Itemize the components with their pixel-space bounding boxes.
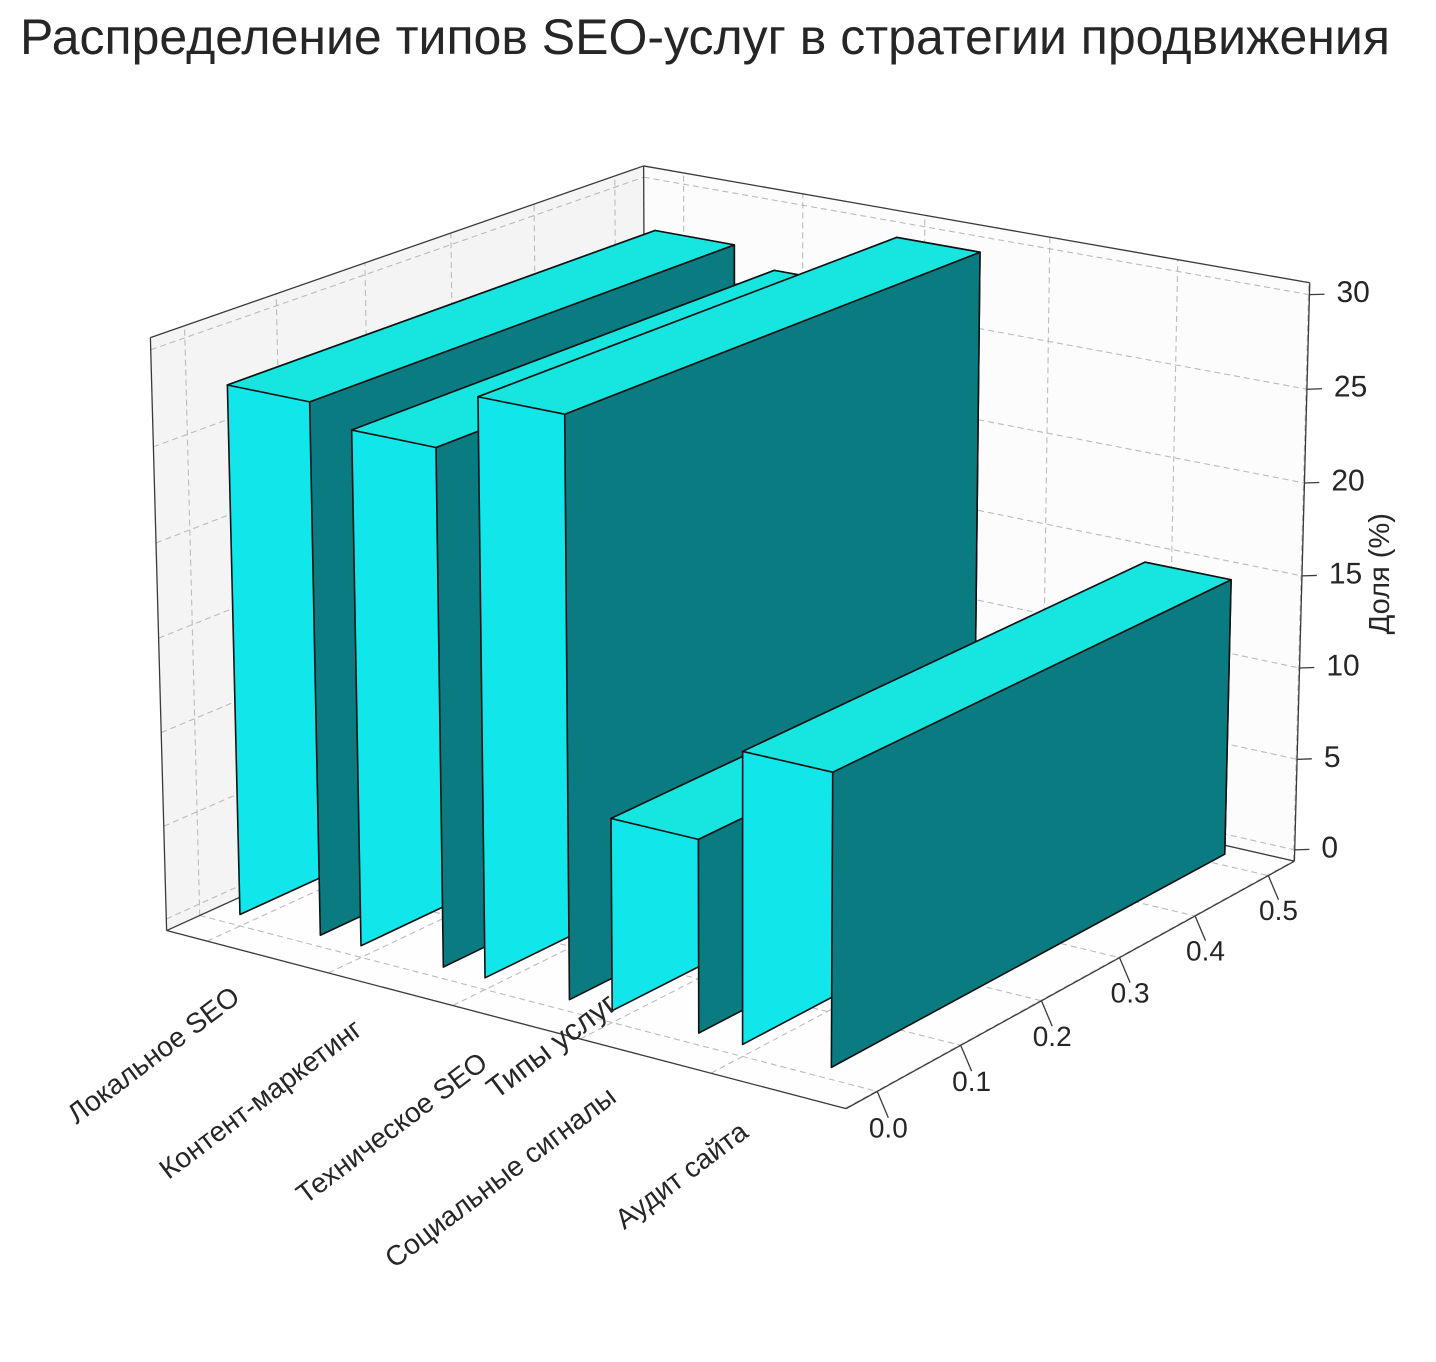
svg-text:0: 0 — [1321, 831, 1338, 864]
svg-text:Доля (%): Доля (%) — [1364, 513, 1396, 634]
svg-text:Локальное SEO: Локальное SEO — [61, 980, 245, 1129]
svg-text:10: 10 — [1326, 649, 1359, 682]
svg-text:Аудит сайта: Аудит сайта — [609, 1115, 754, 1235]
svg-text:0.5: 0.5 — [1259, 895, 1298, 926]
svg-text:0.4: 0.4 — [1186, 936, 1225, 967]
svg-text:0.2: 0.2 — [1033, 1021, 1072, 1052]
svg-text:5: 5 — [1324, 741, 1341, 774]
svg-text:20: 20 — [1331, 464, 1364, 497]
svg-text:0.0: 0.0 — [869, 1113, 908, 1144]
svg-text:25: 25 — [1334, 371, 1367, 404]
svg-text:0.3: 0.3 — [1111, 978, 1150, 1009]
svg-text:0.1: 0.1 — [952, 1066, 991, 1097]
svg-text:30: 30 — [1336, 276, 1369, 309]
svg-text:15: 15 — [1329, 557, 1362, 590]
